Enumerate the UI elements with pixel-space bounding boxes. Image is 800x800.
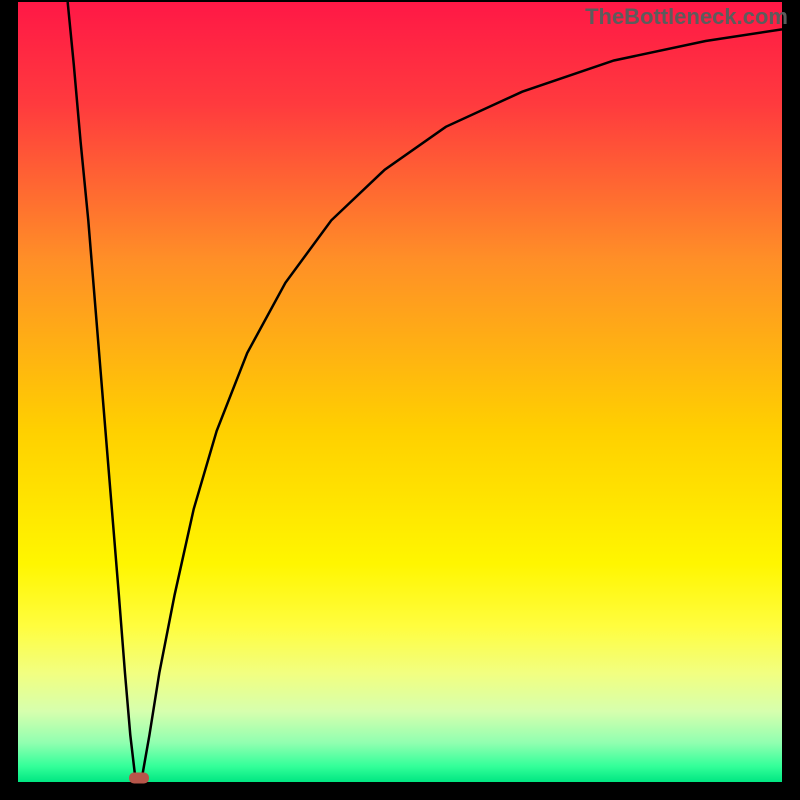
curve-right (139, 29, 782, 782)
trough-marker (129, 773, 149, 784)
plot-area (18, 2, 782, 782)
watermark-text: TheBottleneck.com (585, 4, 788, 30)
curve-left (68, 2, 139, 782)
chart-container: { "watermark": { "text": "TheBottleneck.… (0, 0, 800, 800)
curves-svg (18, 2, 782, 782)
